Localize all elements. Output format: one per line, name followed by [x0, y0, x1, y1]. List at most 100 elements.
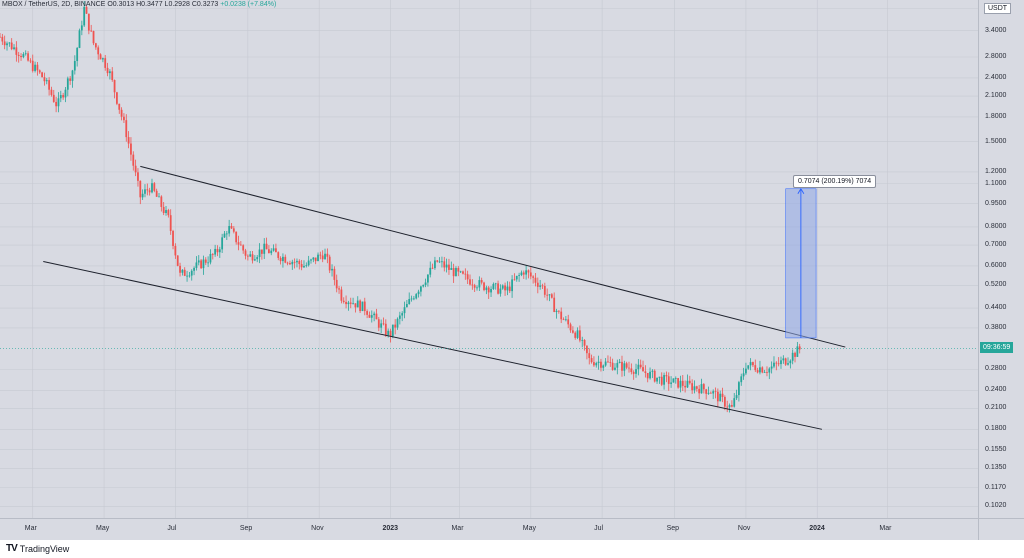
candle-body-down	[508, 286, 511, 292]
candle-body-down	[279, 257, 282, 262]
candle-body-down	[798, 346, 801, 350]
candle-body-up	[679, 380, 682, 388]
candle-body-down	[354, 303, 357, 308]
time-tick-label: May	[96, 525, 110, 532]
candle-body-up	[71, 70, 74, 81]
candle-body-up	[13, 47, 15, 50]
candle-body-up	[424, 282, 427, 285]
candle-body-down	[284, 256, 287, 263]
candle-body-down	[691, 383, 694, 391]
candle-body-down	[104, 58, 107, 68]
candle-body-down	[85, 6, 88, 14]
candle-body-down	[29, 60, 32, 62]
candle-body-up	[158, 196, 160, 198]
candle-body-up	[763, 372, 766, 373]
candle-body-down	[534, 277, 537, 283]
candle-body-down	[239, 244, 242, 246]
candle-body-up	[356, 300, 359, 308]
candle-body-up	[202, 259, 205, 269]
candle-body-down	[176, 255, 179, 266]
candle-body-down	[1, 36, 4, 42]
price-tick-label: 0.3800	[985, 323, 1007, 331]
candle-body-down	[260, 249, 263, 254]
candle-body-down	[298, 260, 301, 265]
time-tick-label: Jul	[167, 525, 177, 532]
candle-body-down	[335, 279, 338, 289]
price-tick-label: 3.4000	[985, 26, 1007, 34]
price-axis[interactable]: 4.00003.40002.80002.40002.10001.80001.50…	[978, 0, 1024, 518]
candle-body-up	[441, 261, 443, 263]
candle-body-up	[64, 89, 67, 98]
price-tick-label: 0.1550	[985, 445, 1007, 453]
candle-body-down	[443, 261, 446, 268]
candle-body-up	[347, 302, 350, 305]
candle-body-down	[162, 206, 165, 213]
candle-body-down	[94, 43, 97, 48]
candle-body-up	[188, 275, 191, 277]
price-tick-label: 0.1350	[985, 464, 1007, 472]
candle-body-down	[328, 256, 331, 271]
candle-body-down	[513, 279, 516, 281]
candle-body-down	[111, 71, 114, 81]
candle-body-up	[324, 253, 326, 260]
candle-body-up	[770, 366, 773, 369]
candle-body-down	[553, 297, 556, 313]
candle-body-up	[663, 375, 665, 385]
candle-body-up	[674, 378, 677, 379]
candle-body-down	[41, 72, 43, 78]
candle-body-up	[604, 361, 607, 366]
candle-body-down	[716, 391, 719, 402]
ohlc-low: L0.2928	[164, 1, 190, 8]
candle-body-down	[50, 89, 53, 95]
candle-body-up	[398, 315, 401, 319]
candle-body-down	[342, 300, 345, 302]
price-tick-label: 1.2000	[985, 167, 1007, 175]
price-tick-label: 0.5200	[985, 281, 1007, 289]
candle-body-down	[349, 302, 352, 304]
candle-body-up	[602, 365, 605, 368]
candle-body-up	[403, 307, 406, 314]
candle-body-up	[518, 275, 521, 276]
time-tick-label: 2024	[809, 525, 825, 532]
candle-body-down	[611, 362, 614, 370]
candle-body-down	[167, 210, 170, 216]
candle-body-down	[0, 36, 1, 38]
candle-body-down	[466, 274, 469, 280]
candle-body-down	[567, 319, 570, 325]
candle-body-down	[775, 362, 778, 364]
candle-body-up	[401, 313, 404, 316]
candle-body-up	[6, 43, 8, 46]
candle-body-up	[485, 287, 488, 291]
candle-body-up	[181, 269, 184, 273]
candle-body-down	[237, 242, 240, 245]
candle-body-up	[576, 330, 579, 338]
candle-body-down	[389, 330, 392, 337]
price-tick-label: 0.2100	[985, 404, 1007, 412]
candle-body-down	[448, 264, 450, 270]
candle-body-up	[429, 267, 432, 275]
candle-body-down	[106, 67, 109, 74]
candle-body-down	[557, 310, 560, 312]
candle-body-up	[408, 299, 411, 304]
time-axis[interactable]: Mar May Jul Sep Nov 2023 Mar May Jul Sep Nov 2024 Ma…	[0, 518, 978, 541]
chart-svg[interactable]	[0, 0, 978, 518]
candle-body-down	[583, 339, 586, 346]
candle-body-down	[480, 280, 483, 283]
candle-body-down	[289, 262, 291, 265]
candle-body-up	[773, 362, 775, 367]
candle-body-up	[780, 360, 782, 365]
candle-body-up	[768, 368, 771, 373]
time-tick-label: Nov	[737, 525, 751, 532]
chart-pane[interactable]	[0, 0, 978, 518]
candle-body-up	[782, 358, 785, 361]
currency-label[interactable]: USDT	[984, 3, 1012, 14]
trendline-channel-upper	[140, 165, 846, 348]
candle-body-down	[169, 215, 172, 231]
price-tick-label: 1.1000	[985, 179, 1007, 187]
time-tick-label: Mar	[451, 525, 464, 532]
candle-body-down	[275, 248, 277, 253]
candle-body-down	[200, 260, 202, 269]
candle-body-up	[57, 98, 60, 107]
tradingview-brand[interactable]: TV TradingView	[6, 543, 69, 554]
candle-body-down	[125, 120, 128, 138]
